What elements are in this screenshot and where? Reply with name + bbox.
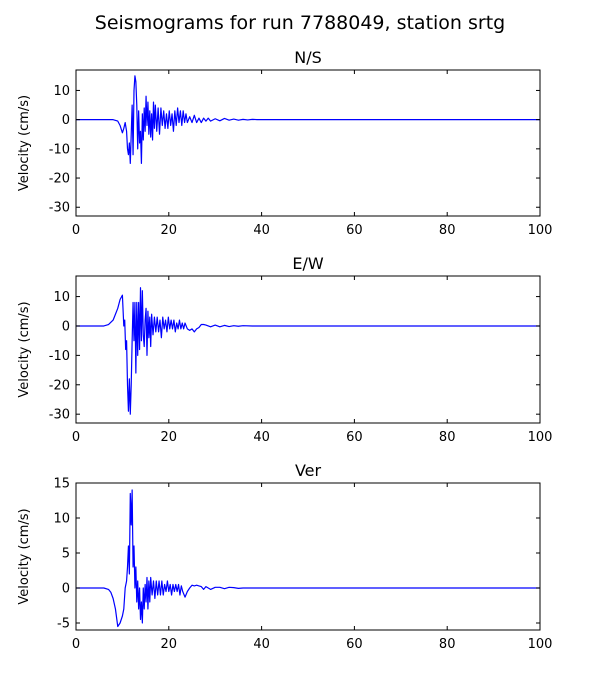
y-axis-label: Velocity (cm/s) [17, 95, 32, 191]
axes-frame [75, 275, 541, 424]
x-tick-label: 100 [528, 223, 553, 238]
y-tick-label: 10 [53, 290, 70, 305]
y-tick-label: -20 [49, 172, 70, 187]
y-tick-label: 15 [53, 477, 70, 492]
x-tick-label: 20 [161, 223, 178, 238]
x-tick-label: 80 [439, 430, 456, 445]
x-tick-label: 20 [161, 637, 178, 652]
y-tick-label: -10 [49, 349, 70, 364]
y-tick-label: 0 [62, 319, 70, 334]
y-tick-label: -20 [49, 378, 70, 393]
x-tick-label: 40 [253, 223, 270, 238]
velocity-trace [76, 75, 540, 165]
y-axis-label: Velocity (cm/s) [17, 508, 32, 604]
x-tick-label: 0 [72, 637, 80, 652]
subplot-title: N/S [294, 48, 322, 67]
velocity-trace [76, 287, 540, 415]
x-tick-label: 100 [528, 430, 553, 445]
x-tick-label: 100 [528, 637, 553, 652]
y-tick-label: 0 [62, 582, 70, 597]
y-tick-label: -30 [49, 201, 70, 216]
x-tick-label: 0 [72, 430, 80, 445]
figure-title: Seismograms for run 7788049, station srt… [95, 12, 505, 34]
x-tick-label: 0 [72, 223, 80, 238]
x-tick-label: 80 [439, 637, 456, 652]
x-tick-label: 60 [346, 223, 363, 238]
y-tick-label: -30 [49, 408, 70, 423]
axes-frame [75, 69, 541, 217]
x-tick-label: 60 [346, 430, 363, 445]
subplot-title: Ver [295, 461, 322, 480]
axes-frame [75, 482, 541, 631]
y-axis-label: Velocity (cm/s) [17, 301, 32, 397]
x-tick-label: 40 [253, 430, 270, 445]
y-tick-label: 0 [62, 113, 70, 128]
subplot-title: E/W [292, 254, 324, 273]
y-tick-label: 10 [53, 512, 70, 527]
y-tick-label: 5 [62, 547, 70, 562]
y-tick-label: 10 [53, 84, 70, 99]
x-tick-label: 60 [346, 637, 363, 652]
y-tick-label: -5 [57, 617, 70, 632]
x-tick-label: 20 [161, 430, 178, 445]
x-tick-label: 80 [439, 223, 456, 238]
velocity-trace [76, 489, 540, 628]
y-tick-label: -10 [49, 142, 70, 157]
x-tick-label: 40 [253, 637, 270, 652]
